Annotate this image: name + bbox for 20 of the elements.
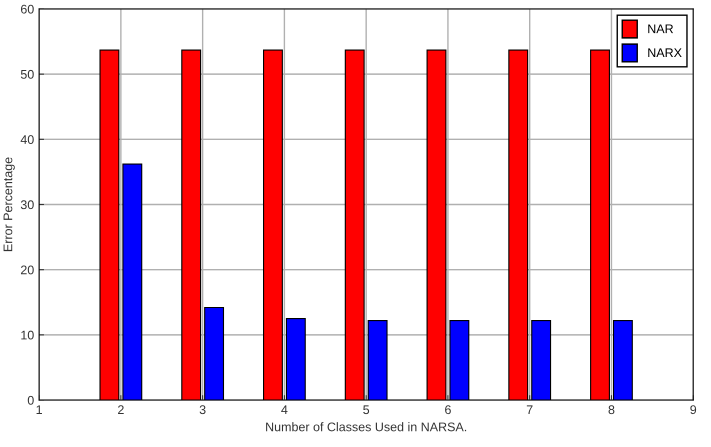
y-tick-label: 20 bbox=[20, 265, 34, 274]
x-tick-label: 4 bbox=[281, 405, 288, 414]
x-tick-label: 6 bbox=[445, 405, 451, 414]
y-tick-label: 0 bbox=[28, 396, 34, 405]
y-tick-label: 60 bbox=[20, 4, 34, 14]
x-tick-label: 1 bbox=[36, 405, 42, 414]
x-tick-label: 2 bbox=[118, 405, 124, 414]
x-tick-label: 3 bbox=[200, 405, 206, 414]
x-tick-label: 5 bbox=[363, 405, 370, 414]
x-tick-label: 8 bbox=[608, 405, 614, 414]
y-tick-label: 30 bbox=[20, 200, 34, 210]
x-tick-label: 9 bbox=[690, 405, 696, 414]
legend-label: NAR bbox=[648, 24, 674, 34]
y-tick-label: 50 bbox=[20, 70, 34, 79]
legend-label: NARX bbox=[648, 48, 682, 58]
y-tick-label: 40 bbox=[20, 135, 34, 144]
y-tick-label: 10 bbox=[21, 330, 34, 340]
x-tick-label: 7 bbox=[526, 405, 533, 414]
y-axis-title: Error Percentage bbox=[4, 157, 15, 252]
x-axis-title: Number of Classes Used in NARSA. bbox=[266, 422, 466, 432]
